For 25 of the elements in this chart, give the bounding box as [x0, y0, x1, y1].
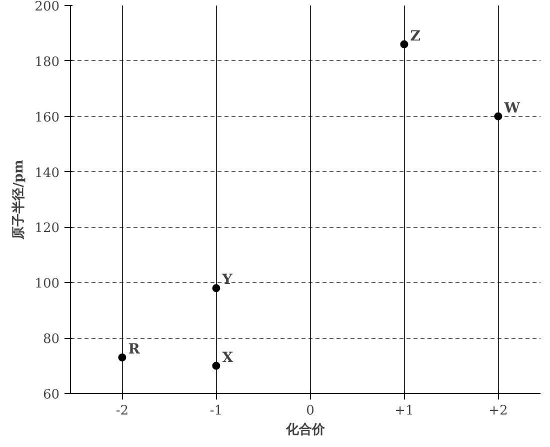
point — [118, 353, 126, 362]
x-tick-label: 0 — [306, 404, 314, 418]
y-tick-label: 180 — [34, 54, 60, 70]
y-axis-title: 原子半径/pm — [12, 159, 27, 240]
annotation: R — [128, 341, 140, 358]
y-tick-label: 140 — [34, 166, 60, 181]
annotation: Y — [221, 272, 234, 288]
x-tick-label: -1 — [210, 404, 223, 418]
point — [400, 40, 408, 48]
y-tick-label: 100 — [34, 276, 60, 292]
annotation: W — [503, 100, 520, 116]
x-tick-label: +1 — [394, 404, 414, 418]
x-tick-label: +2 — [488, 404, 508, 418]
annotation: X — [222, 350, 234, 366]
y-tick-label: 60 — [42, 388, 60, 402]
y-tick-label: 120 — [34, 221, 60, 236]
point — [212, 284, 220, 292]
y-tick-label: 200 — [34, 0, 60, 14]
point — [212, 362, 220, 370]
x-tick-label: -2 — [116, 404, 129, 418]
point — [494, 112, 502, 120]
x-axis-title: 化合价 — [285, 422, 326, 438]
y-tick-label: 80 — [42, 332, 60, 348]
annotation: Z — [410, 28, 420, 44]
y-tick-label: 160 — [34, 110, 60, 126]
